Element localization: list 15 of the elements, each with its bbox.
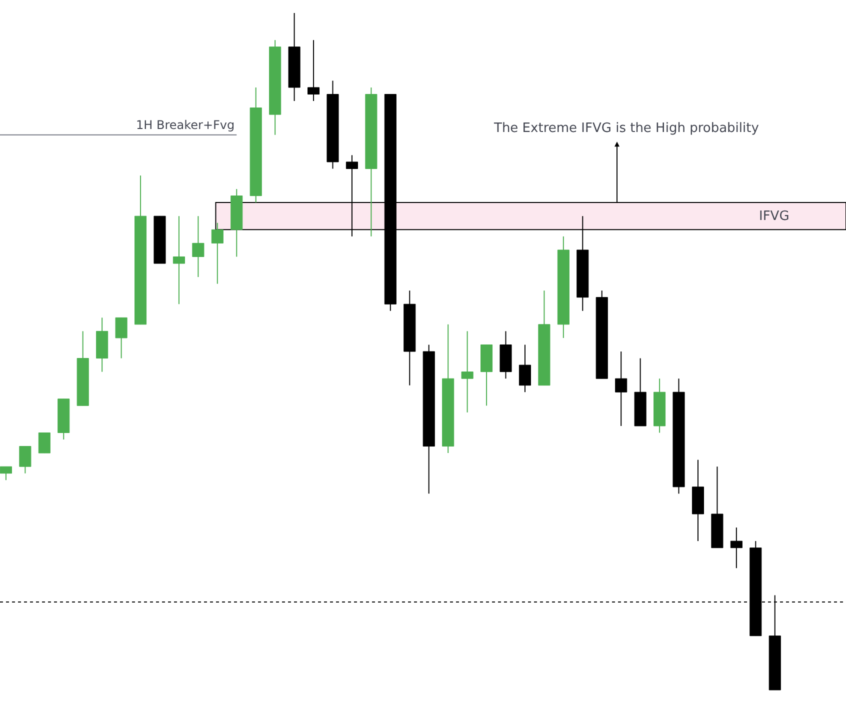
candlestick bbox=[615, 351, 628, 426]
candlestick bbox=[172, 216, 185, 305]
candlestick bbox=[192, 216, 204, 278]
candlestick bbox=[211, 222, 224, 284]
band-label: IFVG bbox=[759, 209, 790, 224]
candlestick bbox=[518, 344, 531, 393]
annotation: The Extreme IFVG is the High probability bbox=[493, 121, 760, 136]
candlestick bbox=[730, 527, 742, 569]
candlestick bbox=[19, 446, 32, 474]
ref-line-label: 1H Breaker+Fvg bbox=[136, 118, 235, 132]
candlestick bbox=[0, 466, 12, 481]
candlestick bbox=[115, 317, 128, 359]
candlestick bbox=[461, 330, 474, 413]
candlestick bbox=[308, 40, 320, 102]
candlestick bbox=[38, 432, 50, 454]
